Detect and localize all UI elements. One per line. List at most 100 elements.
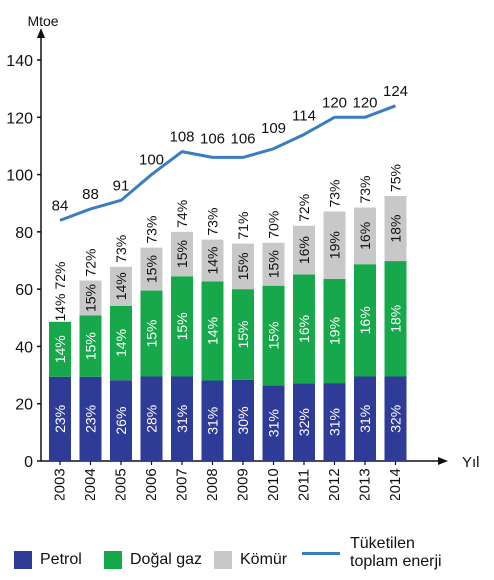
- y-tick-label: 0: [24, 454, 33, 471]
- legend-swatch-petrol: [14, 551, 32, 569]
- bar-data-label: 15%: [83, 332, 99, 360]
- y-tick-label: 140: [6, 53, 33, 70]
- bar-petrol: [79, 376, 102, 461]
- legend-label-petrol: Petrol: [40, 551, 82, 568]
- legend-swatch-line: [302, 551, 340, 555]
- legend-swatch-komur: [214, 551, 232, 569]
- bar-total-label: 73%: [113, 235, 129, 263]
- x-tick-label: 2011: [296, 469, 313, 500]
- legend-item-komur: Kömür: [214, 551, 287, 569]
- bar-kömür: [232, 243, 254, 290]
- x-axis-title: Yıl: [462, 454, 480, 471]
- bar-data-label: 16%: [296, 315, 312, 343]
- bar-doğal-gaz: [171, 276, 193, 377]
- line-data-label: 108: [169, 129, 194, 146]
- bar-data-label: 19%: [327, 231, 343, 259]
- x-tick-label: 2012: [326, 468, 343, 500]
- x-tick-label: 2013: [357, 468, 374, 500]
- bar-doğal-gaz: [110, 305, 132, 381]
- bar-petrol: [110, 380, 132, 461]
- bar-data-label: 31%: [205, 407, 221, 435]
- bar-data-label: 14%: [52, 335, 68, 363]
- bar-total-label: 72%: [83, 249, 99, 277]
- bar-data-label: 14%: [52, 293, 68, 321]
- line-data-label: 100: [139, 152, 164, 169]
- bar-total-label: 72%: [52, 261, 68, 289]
- bar-doğal-gaz: [323, 278, 346, 384]
- line-data-label: 88: [82, 186, 99, 203]
- bar-data-label: 26%: [113, 407, 129, 435]
- bar-total-label: 71%: [235, 212, 251, 240]
- bar-data-label: 32%: [296, 408, 312, 436]
- y-tick-label: 40: [15, 339, 33, 356]
- bar-data-label: 15%: [235, 321, 251, 349]
- bar-data-label: 23%: [52, 405, 68, 433]
- x-tick-label: 2005: [113, 468, 130, 500]
- legend-item-line: Tüketilen toplam enerji: [302, 535, 442, 571]
- bar-kömür: [293, 225, 315, 275]
- bar-kömür: [201, 239, 224, 282]
- bar-petrol: [49, 376, 71, 461]
- legend-item-petrol: Petrol: [14, 551, 82, 569]
- bar-data-label: 15%: [266, 322, 282, 350]
- y-tick-label: 100: [6, 168, 33, 185]
- line-data-label: 114: [292, 107, 316, 124]
- bar-data-label: 15%: [174, 240, 190, 268]
- line-data-label: 109: [261, 120, 286, 137]
- bar-data-label: 31%: [327, 408, 343, 436]
- bar-data-label: 31%: [174, 405, 190, 433]
- bar-data-label: 14%: [205, 317, 221, 345]
- total-energy-line: [59, 104, 397, 222]
- x-tick-label: 2004: [82, 468, 99, 500]
- bar-data-label: 16%: [357, 222, 373, 250]
- bar-total-label: 73%: [205, 208, 221, 236]
- bar-data-label: 18%: [388, 305, 404, 333]
- bar-data-label: 18%: [388, 215, 404, 243]
- x-tick-label: 2003: [52, 468, 69, 500]
- bar-data-label: 23%: [83, 405, 99, 433]
- bar-petrol: [262, 385, 285, 461]
- bar-petrol: [384, 376, 407, 461]
- bar-data-label: 32%: [388, 405, 404, 433]
- bar-kömür: [323, 211, 346, 279]
- bar-total-label: 74%: [174, 200, 190, 228]
- legend-label-line: Tüketilen toplam enerji: [350, 535, 442, 571]
- y-tick-label: 120: [6, 110, 33, 127]
- bar-kömür: [140, 247, 163, 291]
- bar-data-label: 14%: [205, 246, 221, 274]
- bar-petrol: [293, 383, 315, 461]
- y-tick-label: 20: [15, 397, 33, 414]
- bar-doğal-gaz: [232, 289, 254, 380]
- bar-doğal-gaz: [384, 261, 407, 377]
- bar-kömür: [171, 231, 193, 277]
- x-tick-label: 2014: [387, 468, 404, 500]
- line-data-label: 120: [352, 94, 377, 111]
- bar-data-label: 31%: [266, 409, 282, 437]
- x-tick-label: 2010: [265, 468, 282, 500]
- legend: Petrol Doğal gaz Kömür Tüketilen toplam …: [0, 505, 494, 575]
- bar-kömür: [262, 242, 285, 286]
- y-axis-title: Mtoe: [27, 13, 58, 29]
- bar-kömür: [110, 266, 132, 306]
- bar-data-label: 19%: [327, 317, 343, 345]
- bar-doğal-gaz: [49, 321, 71, 377]
- bar-data-label: 16%: [296, 236, 312, 264]
- bar-total-label: 73%: [144, 216, 160, 244]
- bar-petrol: [171, 376, 193, 461]
- bar-doğal-gaz: [79, 315, 102, 377]
- bar-data-label: 14%: [113, 272, 129, 300]
- bar-data-label: 15%: [174, 312, 190, 340]
- x-tick-label: 2009: [235, 468, 252, 500]
- bar-total-label: 73%: [327, 180, 343, 208]
- bar-petrol: [323, 383, 346, 461]
- x-tick-label: 2008: [204, 468, 221, 500]
- bar-total-label: 70%: [266, 211, 282, 239]
- y-axis-arrow: [37, 28, 45, 38]
- line-data-label: 91: [113, 177, 130, 194]
- line-data-label: 84: [52, 197, 69, 214]
- bar-data-label: 31%: [357, 405, 373, 433]
- bar-doğal-gaz: [293, 274, 315, 384]
- bar-kömür: [354, 207, 376, 265]
- bar-total-label: 75%: [388, 164, 404, 192]
- legend-swatch-dogalgaz: [104, 551, 122, 569]
